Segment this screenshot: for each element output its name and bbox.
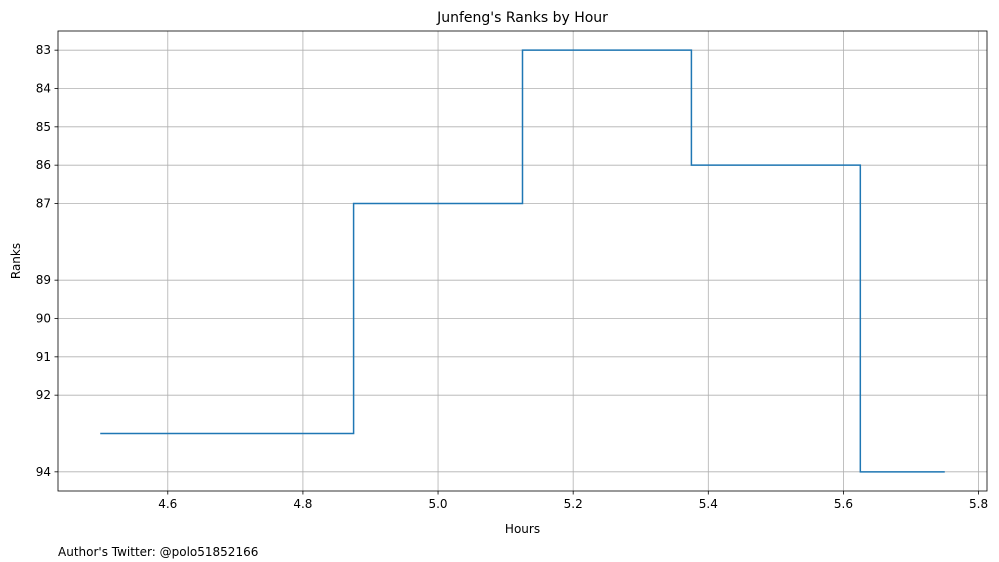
x-tick-label: 4.8 (293, 497, 312, 511)
y-axis-label: Ranks (9, 243, 23, 279)
x-tick-label: 5.8 (969, 497, 988, 511)
chart-title: Junfeng's Ranks by Hour (436, 10, 608, 26)
y-tick-label: 85 (36, 120, 51, 134)
y-tick-label: 91 (36, 350, 51, 364)
y-tick-label: 90 (36, 312, 51, 326)
y-tick-label: 92 (36, 388, 51, 402)
y-tick-label: 84 (36, 82, 51, 96)
x-tick-label: 5.4 (699, 497, 718, 511)
author-credit: Author's Twitter: @polo51852166 (58, 545, 259, 559)
grid (58, 31, 987, 491)
y-tick-label: 94 (36, 465, 51, 479)
y-tick-label: 86 (36, 158, 51, 172)
x-tick-label: 5.0 (428, 497, 447, 511)
y-ticks: 83 84 85 86 87 89 90 91 92 94 (36, 43, 58, 479)
series (100, 49, 945, 473)
y-tick-label: 89 (36, 273, 51, 287)
x-axis-label: Hours (505, 522, 540, 536)
rank-step-line (100, 49, 945, 473)
x-tick-label: 5.6 (834, 497, 853, 511)
plot-frame (57, 30, 988, 492)
x-tick-label: 4.6 (158, 497, 177, 511)
y-tick-label: 87 (36, 197, 51, 211)
x-ticks: 4.6 4.8 5.0 5.2 5.4 5.6 5.8 (158, 491, 988, 511)
x-tick-label: 5.2 (564, 497, 583, 511)
y-tick-label: 83 (36, 43, 51, 57)
